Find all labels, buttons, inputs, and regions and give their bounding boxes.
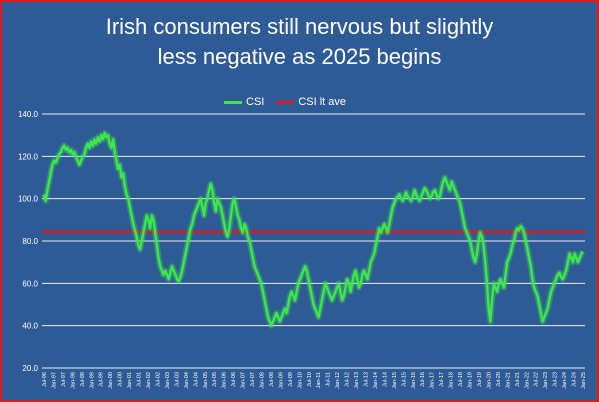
x-tick-label: Jul-11: [326, 372, 332, 387]
x-tick-label: Jul-05: [212, 372, 218, 387]
x-tick-label: Jan-18: [449, 372, 455, 389]
x-tick-label: Jul-24: [572, 372, 578, 387]
x-tick-label: Jul-97: [61, 372, 67, 387]
x-tick-label: Jan-05: [203, 372, 209, 389]
x-tick-label: Jul-22: [534, 372, 540, 387]
x-tick-label: Jul-18: [458, 372, 464, 387]
x-tick-label: Jan-22: [524, 372, 530, 389]
x-tick-label: Jan-12: [335, 372, 341, 389]
x-tick-label: Jul-13: [364, 372, 370, 387]
x-tick-label: Jul-15: [401, 372, 407, 387]
x-tick-label: Jan-09: [278, 372, 284, 389]
x-tick-label: Jan-16: [411, 372, 417, 389]
y-tick-label: 120.0: [18, 152, 39, 161]
legend-item-lt-ave: CSI lt ave: [276, 96, 346, 108]
x-tick-label: Jan-07: [241, 372, 247, 389]
x-tick-label: Jul-98: [80, 372, 86, 387]
x-tick-label: Jan-00: [108, 372, 114, 389]
x-tick-label: Jan-21: [505, 372, 511, 389]
x-tick-label: Jul-23: [553, 372, 559, 387]
y-tick-label: 20.0: [22, 364, 38, 373]
x-tick-label: Jul-99: [99, 372, 105, 387]
x-tick-label: Jul-96: [42, 372, 48, 387]
x-tick-label: Jan-13: [354, 372, 360, 389]
x-tick-label: Jan-01: [127, 372, 133, 389]
x-tick-label: Jul-19: [477, 372, 483, 387]
x-tick-label: Jul-16: [420, 372, 426, 387]
x-tick-label: Jan-23: [543, 372, 549, 389]
x-tick-label: Jan-06: [222, 372, 228, 389]
x-tick-label: Jul-03: [174, 372, 180, 387]
x-tick-label: Jul-08: [269, 372, 275, 387]
x-tick-label: Jan-11: [316, 372, 322, 388]
x-tick-label: Jan-03: [165, 372, 171, 389]
x-tick-label: Jan-02: [146, 372, 152, 389]
legend-swatch-lt-ave: [276, 100, 295, 104]
legend-label-csi: CSI: [246, 96, 265, 108]
x-tick-label: Jan-97: [51, 372, 57, 389]
x-tick-label: Jan-99: [89, 372, 95, 389]
legend-swatch-csi: [224, 100, 242, 104]
x-tick-label: Jul-21: [515, 372, 521, 387]
chart-title-line-2: less negative as 2025 begins: [157, 44, 442, 69]
chart-legend: CSI CSI lt ave: [224, 96, 346, 108]
series-line-csi: [42, 131, 584, 327]
x-tick-label: Jul-14: [382, 372, 388, 387]
y-tick-label: 80.0: [22, 237, 38, 246]
x-tick-label: Jul-10: [307, 372, 313, 387]
x-tick-label: Jul-17: [439, 372, 445, 387]
x-tick-label: Jul-00: [118, 372, 124, 387]
legend-label-lt-ave: CSI lt ave: [298, 96, 347, 108]
x-tick-label: Jan-04: [184, 372, 190, 389]
y-tick-label: 40.0: [22, 322, 38, 331]
x-tick-label: Jul-12: [345, 372, 351, 387]
x-tick-label: Jan-17: [430, 372, 436, 389]
x-tick-label: Jan-10: [297, 372, 303, 389]
x-tick-label: Jan-24: [562, 372, 568, 389]
x-tick-label: Jul-01: [137, 372, 143, 387]
legend-item-csi: CSI: [224, 96, 264, 108]
y-tick-label: 60.0: [22, 279, 38, 288]
x-tick-label: Jul-06: [231, 372, 237, 387]
x-tick-label: Jan-15: [392, 372, 398, 389]
x-tick-label: Jul-07: [250, 372, 256, 387]
x-tick-label: Jul-04: [193, 372, 199, 387]
x-tick-label: Jan-19: [468, 372, 474, 389]
x-tick-label: Jan-25: [581, 372, 587, 389]
x-tick-label: Jan-98: [70, 372, 76, 389]
x-tick-label: Jul-09: [288, 372, 294, 387]
x-tick-label: Jan-14: [373, 372, 379, 389]
y-tick-label: 100.0: [18, 195, 39, 204]
chart-title-line-1: Irish consumers still nervous but slight…: [105, 14, 494, 39]
chart-title: Irish consumers still nervous but slight…: [2, 12, 597, 72]
x-tick-label: Jul-02: [155, 372, 161, 387]
x-tick-label: Jul-20: [496, 372, 502, 387]
y-tick-label: 140.0: [18, 110, 39, 119]
series-glow-csi: [41, 130, 586, 329]
x-tick-label: Jan-08: [259, 372, 265, 389]
x-tick-label: Jan-20: [486, 372, 492, 389]
